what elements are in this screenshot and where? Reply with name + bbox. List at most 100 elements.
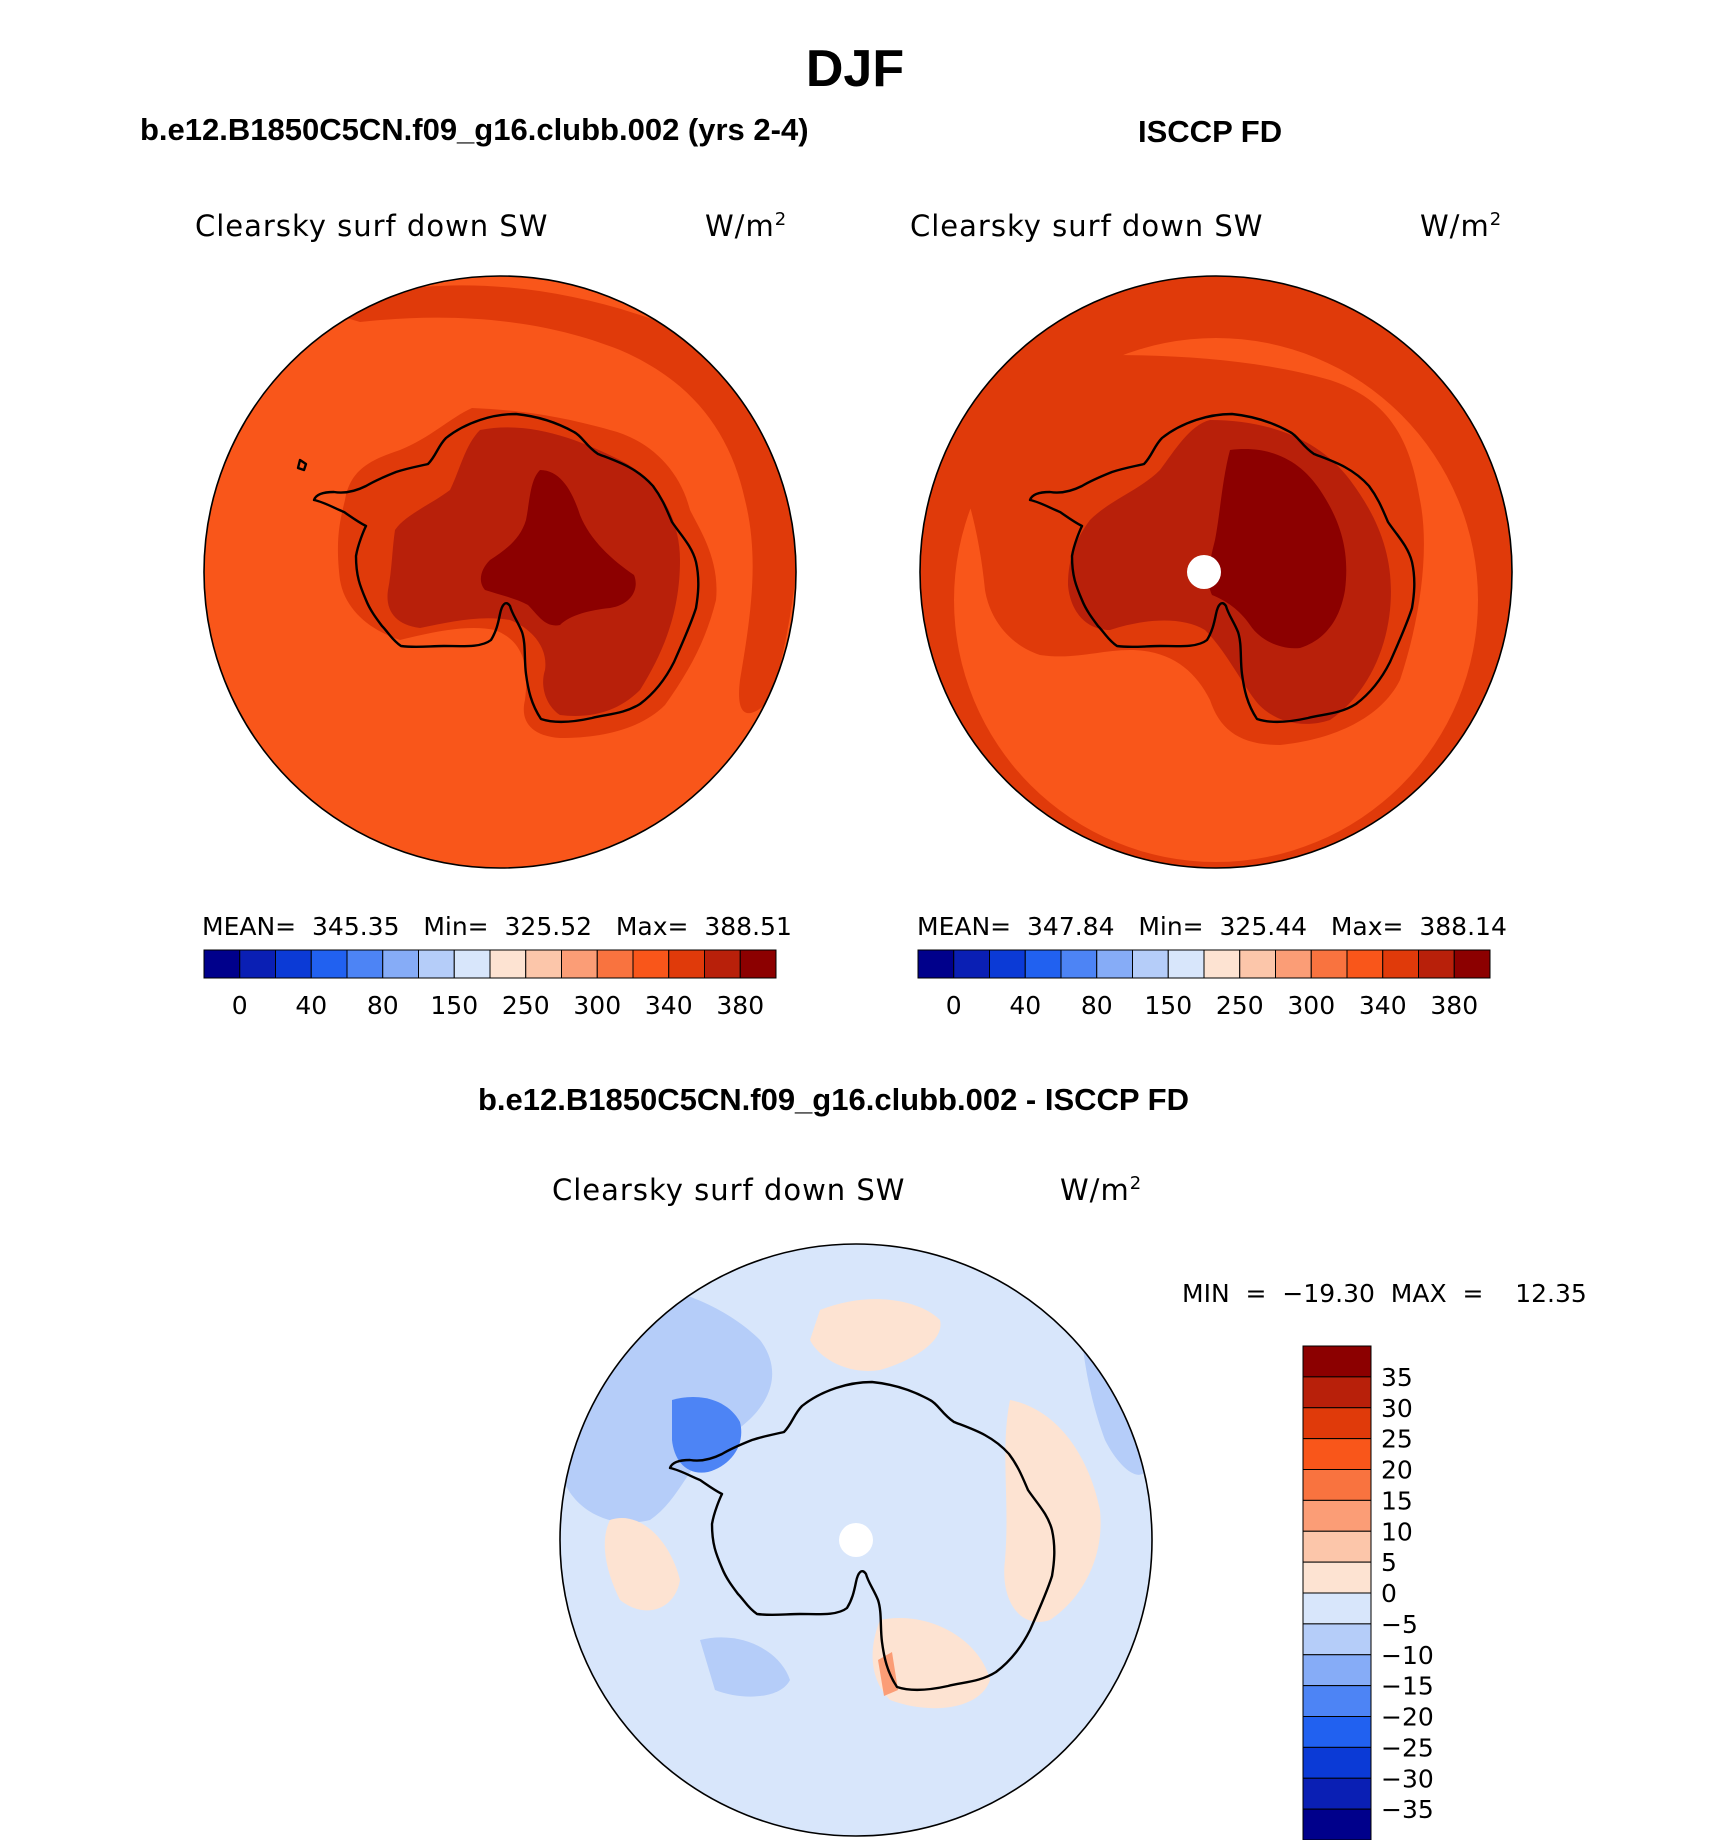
diff-map <box>560 1244 1152 1836</box>
diff-colorbar-tick-label: 5 <box>1381 1548 1397 1577</box>
model-colorbar-tick-label: 0 <box>232 991 248 1020</box>
diff-colorbar-tick-label: 35 <box>1381 1363 1413 1392</box>
model-map <box>204 276 796 868</box>
model-colorbar-swatch <box>596 949 634 979</box>
diff-strong-positive-streak <box>878 1652 898 1696</box>
obs-colorbar-swatch <box>1024 949 1062 979</box>
diff-positive-east <box>1004 1400 1101 1622</box>
diff-colorbar-tick-label: 10 <box>1381 1517 1413 1546</box>
model-colorbar-swatch <box>275 949 312 979</box>
obs-colorbar-swatch <box>1060 949 1098 979</box>
obs-colorbar-swatch <box>1453 949 1491 979</box>
model-disk-edge <box>203 275 797 869</box>
diff-colorbar-swatch <box>1302 1438 1372 1471</box>
diff-positive-west <box>604 1518 680 1611</box>
obs-units-exponent: 2 <box>1490 209 1502 230</box>
obs-map <box>920 276 1512 868</box>
diff-colorbar-tick-label: −5 <box>1381 1610 1418 1639</box>
diff-colorbar-swatch <box>1302 1376 1372 1409</box>
obs-colorbar-swatch <box>989 949 1026 979</box>
diff-colorbar-swatch <box>1302 1592 1372 1625</box>
model-colorbar-swatch <box>489 949 527 979</box>
model-panel-title: b.e12.B1850C5CN.f09_g16.clubb.002 (yrs 2… <box>140 112 809 147</box>
diff-colorbar-swatch <box>1302 1530 1372 1563</box>
model-colorbar-swatch <box>632 949 670 979</box>
obs-colorbar-swatch <box>1239 949 1276 979</box>
diff-colorbar-tick-label: −30 <box>1381 1764 1434 1793</box>
diff-colorbar-swatch <box>1302 1746 1372 1779</box>
obs-colorbar-swatch <box>1096 949 1133 979</box>
model-colorbar-tick-label: 40 <box>295 991 327 1020</box>
model-colorbar-swatch <box>310 949 348 979</box>
obs-variable-label: Clearsky surf down SW <box>910 209 1263 243</box>
model-island-fragment <box>296 458 308 472</box>
obs-colorbar-tick-label: 340 <box>1359 991 1407 1020</box>
model-colorbar-tick-label: 250 <box>502 991 550 1020</box>
diff-colorbar-swatch <box>1302 1808 1372 1840</box>
obs-colorbar-swatch <box>1418 949 1455 979</box>
diff-stats: MIN = −19.30 MAX = 12.35 <box>1182 1279 1587 1308</box>
diff-colorbar-tick-label: 15 <box>1381 1486 1413 1515</box>
diff-positive-south <box>872 1618 990 1709</box>
diff-colorbar-swatch <box>1302 1499 1372 1532</box>
diff-colorbar-tick-label: 25 <box>1381 1425 1413 1454</box>
obs-colorbar-tick-label: 40 <box>1009 991 1041 1020</box>
model-colorbar-tick-label: 300 <box>573 991 621 1020</box>
obs-colorbar-tick-label: 150 <box>1144 991 1192 1020</box>
model-colorbar-swatch <box>525 949 562 979</box>
obs-panel: Clearsky surf down SW W/m2 MEAN= 347.84 … <box>910 209 1513 1020</box>
obs-disk-edge <box>919 275 1513 869</box>
model-colorbar-swatch <box>239 949 276 979</box>
diff-negative-south <box>700 1637 790 1697</box>
model-colorbar-swatch <box>453 949 491 979</box>
diff-pole-hole <box>839 1523 873 1557</box>
model-units-label: W/m2 <box>705 209 787 243</box>
model-colorbar-swatch <box>704 949 741 979</box>
model-colorbar-swatch <box>203 949 241 979</box>
model-colorbar-tick-label: 80 <box>367 991 399 1020</box>
model-outer-band <box>320 285 796 714</box>
obs-colorbar-tick-label: 80 <box>1081 991 1113 1020</box>
obs-colorbar-swatch <box>1203 949 1241 979</box>
model-variable-label: Clearsky surf down SW <box>195 209 548 243</box>
obs-panel-title: ISCCP FD <box>1138 114 1282 149</box>
model-plateau-core <box>480 470 636 626</box>
diff-colorbar-swatch <box>1302 1407 1372 1440</box>
obs-colorbar-swatch <box>1275 949 1312 979</box>
obs-colorbar-swatch <box>917 949 955 979</box>
diff-units-exponent: 2 <box>1130 1173 1142 1194</box>
model-colorbar-swatch <box>739 949 777 979</box>
diff-panel: Clearsky surf down SW W/m2 MIN = −19.30 … <box>552 1173 1587 1840</box>
diff-panel-title: b.e12.B1850C5CN.f09_g16.clubb.002 - ISCC… <box>478 1082 1189 1117</box>
obs-colorbar: 0 40 80 150 250 300 340 380 <box>917 949 1491 1020</box>
obs-colorbar-swatch <box>1132 949 1169 979</box>
diff-colorbar-swatch <box>1302 1561 1372 1594</box>
obs-stats: MEAN= 347.84 Min= 325.44 Max= 388.14 <box>917 912 1507 941</box>
model-colorbar: 0 40 80 150 250 300 340 380 <box>203 949 777 1020</box>
obs-plateau-core <box>1208 449 1347 649</box>
obs-colorbar-swatch <box>1167 949 1205 979</box>
obs-colorbar-tick-label: 0 <box>946 991 962 1020</box>
model-colorbar-swatch <box>561 949 598 979</box>
diff-colorbar-tick-label: 30 <box>1381 1394 1413 1423</box>
diff-colorbar-tick-label: −20 <box>1381 1703 1434 1732</box>
diff-colorbar-tick-label: −15 <box>1381 1672 1434 1701</box>
model-colorbar-swatch <box>346 949 384 979</box>
diff-variable-label: Clearsky surf down SW <box>552 1173 905 1207</box>
model-sa-fragment <box>206 461 214 481</box>
obs-colorbar-swatch <box>1310 949 1348 979</box>
obs-colorbar-swatch <box>953 949 990 979</box>
obs-colorbar-tick-label: 250 <box>1216 991 1264 1020</box>
season-title: DJF <box>806 40 904 98</box>
model-colorbar-tick-label: 340 <box>645 991 693 1020</box>
obs-colorbar-tick-label: 380 <box>1430 991 1478 1020</box>
diff-colorbar-swatch <box>1302 1623 1372 1656</box>
diff-disk-edge <box>559 1243 1153 1837</box>
model-units-exponent: 2 <box>775 209 787 230</box>
diff-positive-north <box>810 1299 941 1371</box>
diff-units-label: W/m2 <box>1060 1173 1142 1207</box>
diff-colorbar-swatch <box>1302 1685 1372 1718</box>
model-colorbar-swatch <box>418 949 455 979</box>
model-colorbar-swatch <box>668 949 705 979</box>
